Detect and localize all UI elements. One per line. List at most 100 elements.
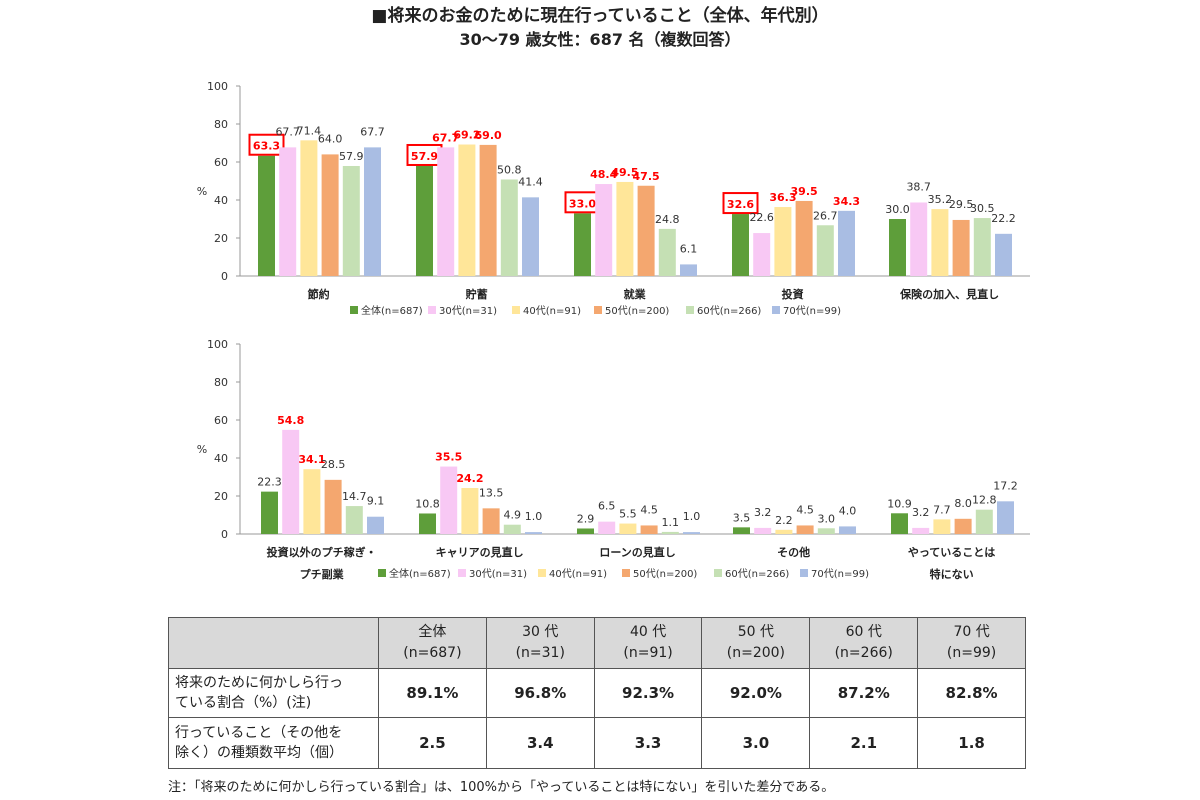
data-label: 63.3 xyxy=(253,140,280,153)
bar xyxy=(640,525,658,534)
data-label: 24.2 xyxy=(456,472,483,485)
legend-label: 全体(n=687) xyxy=(361,304,423,317)
x-tick-label: ローンの見直し xyxy=(599,545,675,559)
x-tick-label: 投資 xyxy=(782,287,804,301)
table-cell: 82.8% xyxy=(917,668,1026,718)
y-axis-label: % xyxy=(197,443,207,456)
data-label: 30.5 xyxy=(970,202,995,215)
data-label: 38.7 xyxy=(906,180,931,193)
data-label: 48.4 xyxy=(590,168,617,181)
table-cell: 89.1% xyxy=(378,668,487,718)
data-label: 3.5 xyxy=(733,511,751,524)
data-label: 17.2 xyxy=(993,479,1018,492)
x-tick-label: キャリアの見直し xyxy=(436,545,524,559)
bar xyxy=(364,147,381,276)
chart-title: ■将来のお金のために現在行っていること（全体、年代別） xyxy=(371,6,829,26)
header-cell-70s: 70 代 (n=99) xyxy=(917,617,1026,669)
data-label: 7.7 xyxy=(933,503,951,516)
data-label: 4.5 xyxy=(640,503,658,516)
legend-swatch xyxy=(772,306,780,314)
bar xyxy=(525,532,542,534)
x-tick-label: 貯蓄 xyxy=(466,287,488,301)
data-label: 30.0 xyxy=(885,203,910,216)
data-label: 34.1 xyxy=(298,453,325,466)
y-tick-label: 60 xyxy=(214,156,228,169)
data-label: 54.8 xyxy=(277,414,304,427)
bar xyxy=(995,233,1012,276)
legend-label: 30代(n=31) xyxy=(469,568,527,580)
data-label: 33.0 xyxy=(569,197,596,210)
bar xyxy=(440,466,458,534)
x-tick-label: 就業 xyxy=(624,287,647,301)
bar xyxy=(324,479,342,534)
table-cell: 1.8 xyxy=(917,717,1026,769)
footnote: 注：「将来のために何かしら行っている割合」は、100%から「やっていることは特に… xyxy=(168,780,835,795)
legend-label: 50代(n=200) xyxy=(633,568,697,580)
bar xyxy=(458,144,476,276)
data-label: 4.0 xyxy=(839,504,857,517)
bar xyxy=(577,528,594,534)
data-label: 1.0 xyxy=(525,510,543,523)
table-cell: 3.4 xyxy=(485,717,595,769)
data-label: 6.1 xyxy=(680,242,698,255)
bar xyxy=(574,213,591,276)
data-label: 32.6 xyxy=(727,198,754,211)
bar xyxy=(619,523,637,534)
data-label: 29.5 xyxy=(949,198,974,211)
bar xyxy=(367,516,384,534)
bar xyxy=(889,219,906,276)
highlight-box xyxy=(248,133,285,156)
legend-swatch xyxy=(594,306,602,314)
bar xyxy=(973,218,991,276)
table-cell: 3.3 xyxy=(593,717,703,769)
bar xyxy=(817,528,835,534)
bar xyxy=(345,506,363,534)
bar xyxy=(891,513,908,534)
bar xyxy=(933,519,951,534)
y-tick-label: 0 xyxy=(221,528,228,541)
y-tick-label: 60 xyxy=(214,414,228,427)
data-label: 57.9 xyxy=(411,150,438,163)
legend-swatch xyxy=(622,569,630,577)
bar xyxy=(683,532,700,534)
legend-label: 40代(n=91) xyxy=(549,568,607,580)
data-label: 71.4 xyxy=(297,124,322,137)
header-cell-40s: 40 代 (n=91) xyxy=(593,617,703,669)
bar xyxy=(300,140,318,276)
bar xyxy=(952,219,970,276)
legend-label: 70代(n=99) xyxy=(783,305,841,317)
data-label: 3.2 xyxy=(754,506,772,519)
data-label: 1.1 xyxy=(662,516,680,529)
bar xyxy=(437,147,455,276)
bar xyxy=(321,154,339,276)
bar xyxy=(482,508,500,534)
bar xyxy=(997,501,1014,534)
bar xyxy=(658,228,676,276)
data-label: 49.5 xyxy=(611,166,638,179)
y-tick-label: 0 xyxy=(221,270,228,283)
data-label: 6.5 xyxy=(598,500,616,513)
y-tick-label: 100 xyxy=(207,80,228,93)
x-tick-label: プチ副業 xyxy=(300,567,345,581)
bar xyxy=(522,197,539,276)
chart-subtitle: 30〜79 歳女性：687 名（複数回答） xyxy=(459,30,741,49)
header-cell-50s: 50 代 (n=200) xyxy=(701,617,811,669)
data-label: 64.0 xyxy=(318,132,343,145)
data-label: 57.9 xyxy=(339,150,364,163)
data-label: 1.0 xyxy=(683,510,701,523)
y-tick-label: 40 xyxy=(214,194,228,207)
y-axis-label: % xyxy=(197,185,207,198)
bar xyxy=(595,184,613,276)
data-label: 34.3 xyxy=(833,195,860,208)
data-label: 5.5 xyxy=(619,508,637,521)
bar-chart-bottom: 0 20 40 60 80 100% 22.3 54.8 34.128.5 14.7 9.1 投資以外… xyxy=(197,338,1030,581)
bar xyxy=(503,524,521,534)
y-tick-label: 20 xyxy=(214,232,228,245)
header-cell-all: 全体 (n=687) xyxy=(378,617,487,669)
bar xyxy=(258,155,275,276)
data-label: 69.2 xyxy=(453,129,480,142)
data-label: 3.2 xyxy=(912,506,930,519)
legend-label: 60代(n=266) xyxy=(697,305,761,317)
legend-label: 50代(n=200) xyxy=(605,305,669,317)
row-label-doing-something: 将来のために何かしら行っ ている割合（%）(注) xyxy=(168,668,379,718)
